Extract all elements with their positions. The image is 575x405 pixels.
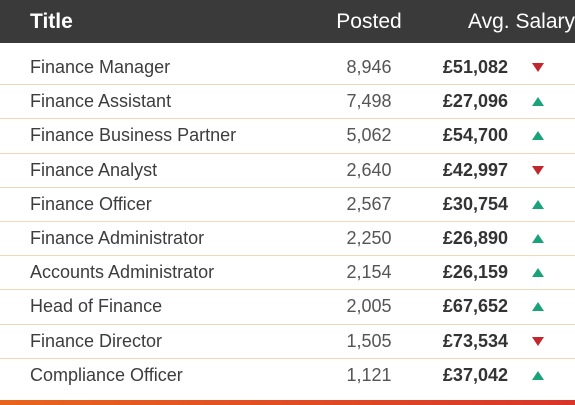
triangle-down-icon	[532, 336, 544, 346]
table-body: Finance Manager 8,946 £51,082 Finance Assis…	[0, 43, 575, 393]
avg-salary-cell: £37,042	[442, 365, 508, 386]
job-title-cell: Finance Manager	[30, 57, 171, 78]
table-row: Finance Assistant 7,498 £27,096	[0, 85, 575, 120]
trend-cell	[508, 97, 558, 107]
posted-count-cell: 2,154	[346, 262, 392, 283]
avg-salary-cell: £30,754	[442, 193, 508, 214]
table-row: Head of Finance 2,005 £67,652	[0, 290, 575, 325]
job-title-cell: Finance Administrator	[30, 228, 205, 249]
trend-cell	[508, 131, 558, 141]
table-row: Finance Analyst 2,640 £42,997	[0, 154, 575, 188]
table-row: Accounts Administrator 2,154 £26,159	[0, 256, 575, 291]
job-title-cell: Finance Officer	[30, 193, 152, 214]
trend-cell	[508, 63, 558, 73]
job-title-cell: Finance Business Partner	[30, 125, 237, 146]
column-header-posted: Posted	[336, 9, 402, 33]
posted-count-cell: 1,505	[346, 330, 392, 351]
avg-salary-cell: £27,096	[442, 91, 508, 112]
job-title-cell: Head of Finance	[30, 296, 163, 317]
triangle-up-icon	[532, 302, 544, 312]
trend-cell	[508, 199, 558, 209]
job-title-cell: Finance Analyst	[30, 159, 158, 180]
table-row: Finance Manager 8,946 £51,082	[0, 51, 575, 86]
table-row: Finance Business Partner 5,062 £54,700	[0, 119, 575, 154]
posted-count-cell: 1,121	[346, 365, 392, 386]
triangle-up-icon	[532, 234, 544, 244]
table-row: Finance Officer 2,567 £30,754	[0, 188, 575, 222]
job-title-cell: Finance Assistant	[30, 91, 172, 112]
posted-count-cell: 8,946	[346, 57, 392, 78]
trend-cell	[508, 371, 558, 381]
table-row: Compliance Officer 1,121 £37,042	[0, 359, 575, 393]
avg-salary-cell: £73,534	[442, 330, 508, 351]
job-title-cell: Compliance Officer	[30, 365, 183, 386]
avg-salary-cell: £54,700	[442, 125, 508, 146]
trend-cell	[508, 268, 558, 278]
triangle-up-icon	[532, 268, 544, 278]
triangle-down-icon	[532, 63, 544, 73]
avg-salary-cell: £67,652	[442, 296, 508, 317]
triangle-up-icon	[532, 199, 544, 209]
avg-salary-cell: £42,997	[442, 159, 508, 180]
trend-cell	[508, 234, 558, 244]
avg-salary-cell: £26,159	[442, 262, 508, 283]
table-row: Finance Administrator 2,250 £26,890	[0, 222, 575, 257]
triangle-up-icon	[532, 371, 544, 381]
trend-cell	[508, 165, 558, 175]
trend-cell	[508, 302, 558, 312]
avg-salary-cell: £51,082	[442, 57, 508, 78]
posted-count-cell: 2,640	[346, 159, 392, 180]
posted-count-cell: 2,005	[346, 296, 392, 317]
column-header-title: Title	[30, 9, 73, 33]
posted-count-cell: 2,250	[346, 228, 392, 249]
triangle-up-icon	[532, 131, 544, 141]
column-header-avg-salary: Avg. Salary	[468, 9, 575, 33]
avg-salary-cell: £26,890	[442, 228, 508, 249]
job-title-cell: Accounts Administrator	[30, 262, 215, 283]
triangle-up-icon	[532, 97, 544, 107]
bottom-accent-bar	[0, 400, 575, 405]
table-row: Finance Director 1,505 £73,534	[0, 325, 575, 359]
trend-cell	[508, 336, 558, 346]
posted-count-cell: 5,062	[346, 125, 392, 146]
posted-count-cell: 2,567	[346, 193, 392, 214]
table-header: Title Posted Avg. Salary	[0, 0, 575, 43]
job-title-cell: Finance Director	[30, 330, 163, 351]
triangle-down-icon	[532, 165, 544, 175]
posted-count-cell: 7,498	[346, 91, 392, 112]
